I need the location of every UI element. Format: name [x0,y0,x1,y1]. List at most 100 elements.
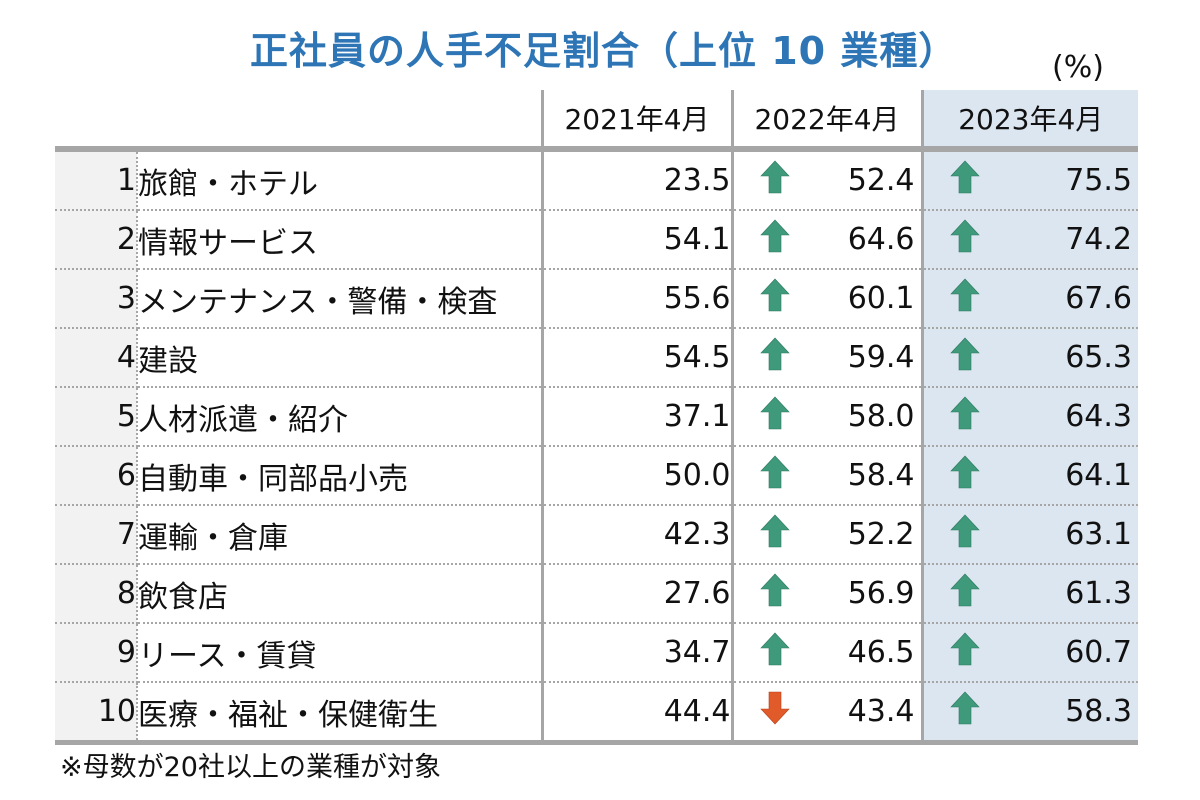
up-arrow-icon [949,632,980,674]
industry-cell: 医療・福祉・保健衛生 [137,682,542,745]
value-2023-cell: 60.7 [920,623,1138,683]
header-row: 2021年4月 2022年4月 2023年4月 [55,90,1138,149]
value-2022: 46.5 [847,635,915,670]
table-row: 9 リース・賃貸 34.7 46.5 60.7 [55,623,1138,683]
unit-label: (%) [1052,50,1104,85]
up-arrow-icon [759,396,790,438]
value-2021-cell: 54.1 [540,210,732,270]
rank-cell: 8 [55,564,138,624]
value-2021-cell: 37.1 [540,387,732,447]
value-2022: 60.1 [847,281,915,316]
value-2023: 65.3 [1065,340,1132,375]
value-2022-cell: 58.4 [730,446,922,506]
value-2022: 52.4 [847,163,915,198]
value-2023: 58.3 [1065,694,1132,729]
table-row: 3 メンテナンス・警備・検査 55.6 60.1 67.6 [55,269,1138,329]
value-2021-cell: 44.4 [540,682,732,745]
table-title: 正社員の人手不足割合（上位 10 業種） [250,29,958,73]
up-arrow-icon [759,337,790,379]
value-2021-cell: 23.5 [540,149,732,211]
value-2022: 58.0 [847,399,915,434]
value-2023-cell: 58.3 [920,682,1138,745]
value-2022-cell: 60.1 [730,269,922,329]
header-blank-industry [137,90,542,149]
value-2022-cell: 43.4 [730,682,922,745]
value-2022: 43.4 [847,694,915,729]
up-arrow-icon [759,455,790,497]
header-2022: 2022年4月 [730,90,922,149]
value-2022: 58.4 [847,458,915,493]
up-arrow-icon [949,455,980,497]
value-2023-cell: 61.3 [920,564,1138,624]
value-2023-cell: 75.5 [920,149,1138,211]
table-row: 1 旅館・ホテル 23.5 52.4 75.5 [55,149,1138,211]
up-arrow-icon [949,219,980,261]
rank-cell: 3 [55,269,138,329]
up-arrow-icon [949,337,980,379]
header-2021: 2021年4月 [540,90,732,149]
value-2023: 60.7 [1065,635,1132,670]
industry-cell: 旅館・ホテル [137,149,542,211]
value-2023: 64.3 [1065,399,1132,434]
value-2023: 67.6 [1065,281,1132,316]
up-arrow-icon [949,160,980,202]
value-2022-cell: 59.4 [730,328,922,388]
value-2023-cell: 65.3 [920,328,1138,388]
industry-cell: 運輸・倉庫 [137,505,542,565]
value-2022-cell: 52.2 [730,505,922,565]
rank-cell: 9 [55,623,138,683]
table-row: 4 建設 54.5 59.4 65.3 [55,328,1138,388]
value-2022-cell: 56.9 [730,564,922,624]
industry-cell: 自動車・同部品小売 [137,446,542,506]
value-2023: 64.1 [1065,458,1132,493]
value-2021-cell: 55.6 [540,269,732,329]
rank-cell: 2 [55,210,138,270]
value-2023: 75.5 [1065,163,1132,198]
rank-cell: 5 [55,387,138,447]
header-blank [55,90,137,149]
up-arrow-icon [949,396,980,438]
table-row: 6 自動車・同部品小売 50.0 58.4 64.1 [55,446,1138,506]
value-2023-cell: 74.2 [920,210,1138,270]
value-2022-cell: 52.4 [730,149,922,211]
table-row: 8 飲食店 27.6 56.9 61.3 [55,564,1138,624]
up-arrow-icon [759,219,790,261]
value-2022: 64.6 [847,222,915,257]
industry-cell: 建設 [137,328,542,388]
value-2022-cell: 46.5 [730,623,922,683]
value-2023-cell: 63.1 [920,505,1138,565]
industry-cell: メンテナンス・警備・検査 [137,269,542,329]
value-2022: 59.4 [847,340,915,375]
up-arrow-icon [949,691,980,733]
footnote: ※母数が20社以上の業種が対象 [60,752,441,783]
value-2023: 74.2 [1065,222,1132,257]
up-arrow-icon [949,514,980,556]
value-2021-cell: 50.0 [540,446,732,506]
value-2022: 52.2 [847,517,915,552]
industry-cell: リース・賃貸 [137,623,542,683]
up-arrow-icon [759,632,790,674]
up-arrow-icon [759,278,790,320]
value-2023: 63.1 [1065,517,1132,552]
value-2023-cell: 64.1 [920,446,1138,506]
value-2023: 61.3 [1065,576,1132,611]
value-2021-cell: 42.3 [540,505,732,565]
value-2022: 56.9 [847,576,915,611]
table-row: 7 運輸・倉庫 42.3 52.2 63.1 [55,505,1138,565]
table-row: 2 情報サービス 54.1 64.6 74.2 [55,210,1138,270]
value-2023-cell: 67.6 [920,269,1138,329]
up-arrow-icon [759,514,790,556]
value-2021-cell: 54.5 [540,328,732,388]
rank-cell: 4 [55,328,138,388]
up-arrow-icon [949,573,980,615]
value-2021-cell: 27.6 [540,564,732,624]
value-2021-cell: 34.7 [540,623,732,683]
industry-cell: 情報サービス [137,210,542,270]
industry-cell: 人材派遣・紹介 [137,387,542,447]
value-2023-cell: 64.3 [920,387,1138,447]
rank-cell: 10 [55,682,138,745]
table-row: 10 医療・福祉・保健衛生 44.4 43.4 58.3 [55,682,1138,745]
up-arrow-icon [759,573,790,615]
header-2023: 2023年4月 [920,90,1138,149]
value-2022-cell: 64.6 [730,210,922,270]
